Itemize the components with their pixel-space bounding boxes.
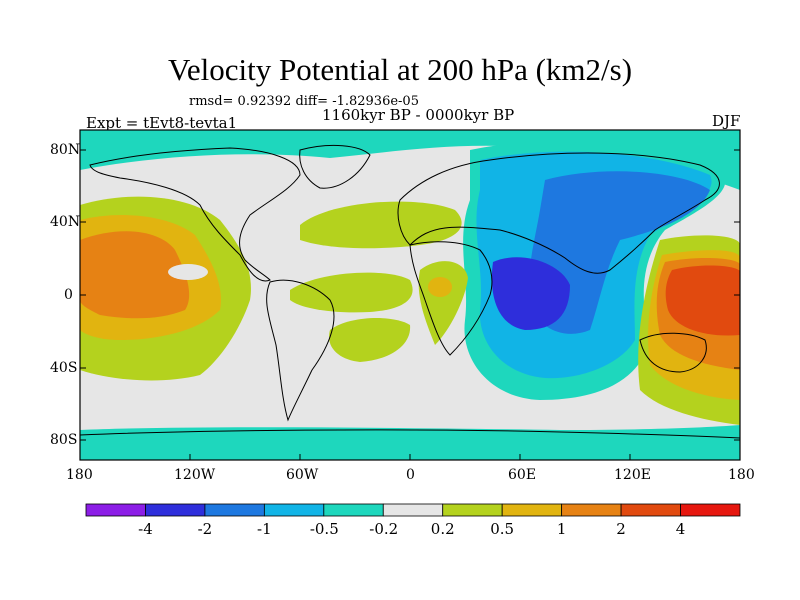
colorbar-box-0 xyxy=(85,503,146,517)
lon-label-120w: 120W xyxy=(174,467,216,483)
colorbar-box-7 xyxy=(501,503,563,517)
lat-label-80n: 80N xyxy=(50,142,81,158)
contour-pacific-neutral-hole xyxy=(168,264,208,280)
coastlines xyxy=(80,145,740,439)
stats-label: rmsd= 0.92392 diff= -1.82936e-05 xyxy=(189,94,419,109)
period-label: 1160kyr BP - 0000kyr BP xyxy=(322,106,515,124)
colorbar-label-5: 0.2 xyxy=(430,520,455,538)
lon-label-120e: 120E xyxy=(614,467,651,483)
lat-label-40n: 40N xyxy=(50,214,81,230)
lon-label-180w: 180 xyxy=(66,467,93,483)
lon-label-180e: 180 xyxy=(728,467,755,483)
lon-label-60w: 60W xyxy=(286,467,319,483)
colorbar-label-2: -1 xyxy=(257,520,272,538)
colorbar-box-9 xyxy=(620,503,681,517)
experiment-label: Expt = tEvt8-tevta1 xyxy=(86,114,238,132)
colorbar-box-2 xyxy=(204,503,265,517)
season-label: DJF xyxy=(712,112,741,130)
colorbar-box-1 xyxy=(145,503,206,517)
colorbar-box-8 xyxy=(561,503,622,517)
colorbar-label-8: 2 xyxy=(616,520,626,538)
colorbar-label-7: 1 xyxy=(556,520,567,538)
lon-label-60e: 60E xyxy=(508,467,537,483)
colorbar-box-6 xyxy=(442,503,503,517)
contour-wpac-red xyxy=(665,265,740,336)
colorbar-box-10 xyxy=(680,503,741,517)
page-title: Velocity Potential at 200 hPa (km2/s) xyxy=(167,52,633,87)
colorbar-label-4: -0.2 xyxy=(369,520,399,538)
colorbar-box-5 xyxy=(382,503,444,517)
contour-atlantic-yellow xyxy=(290,272,413,313)
contour-field xyxy=(80,130,740,460)
lat-label-40s: 40S xyxy=(50,360,78,376)
colorbar-label-9: 4 xyxy=(675,520,686,538)
contour-asia-blue xyxy=(528,171,710,334)
colorbar xyxy=(85,503,741,517)
contour-south-teal xyxy=(80,425,740,460)
colorbar-label-0: -4 xyxy=(138,520,153,538)
lat-label-0: 0 xyxy=(64,287,73,303)
contour-pacific-orange xyxy=(80,231,190,319)
lon-label-0: 0 xyxy=(406,467,415,483)
colorbar-label-6: 0.5 xyxy=(490,520,515,538)
colorbar-box-4 xyxy=(323,503,384,517)
contour-africa-deep-blue xyxy=(491,257,570,330)
colorbar-box-3 xyxy=(263,503,325,517)
colorbar-label-1: -2 xyxy=(197,520,213,538)
contour-africa-orange xyxy=(428,277,452,297)
ticks xyxy=(79,149,741,460)
lat-label-80s: 80S xyxy=(50,432,78,448)
colorbar-label-3: -0.5 xyxy=(309,520,339,538)
contour-samerica-yellow xyxy=(329,318,411,362)
